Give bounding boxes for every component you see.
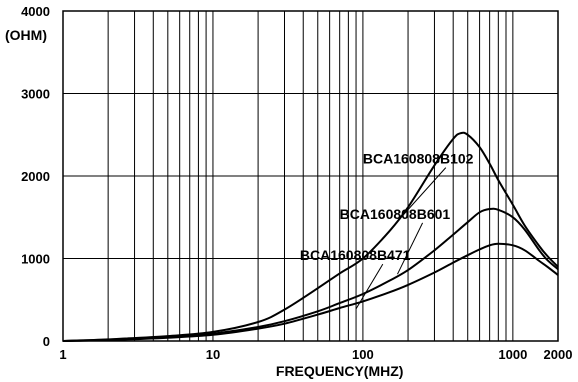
y-tick-label: 4000 bbox=[21, 4, 50, 19]
x-axis-label: FREQUENCY(MHZ) bbox=[276, 363, 404, 379]
y-axis-label: (OHM) bbox=[5, 27, 47, 43]
x-tick-label: 10 bbox=[206, 347, 220, 362]
y-tick-label: 2000 bbox=[21, 169, 50, 184]
series-line bbox=[62, 242, 559, 342]
series-annotation-label: BCA160808B601 bbox=[340, 206, 451, 222]
series-annotation-label: BCA160808B471 bbox=[300, 247, 411, 263]
y-tick-label: 3000 bbox=[21, 87, 50, 102]
series-line bbox=[62, 207, 559, 342]
series-line bbox=[62, 131, 559, 342]
grid bbox=[63, 11, 558, 341]
y-tick-label: 1000 bbox=[21, 252, 50, 267]
x-tick-label: 1 bbox=[59, 347, 66, 362]
y-tick-label: 0 bbox=[43, 334, 50, 349]
annotation-leader-line bbox=[355, 263, 384, 310]
tick-labels: 0 1000 2000 3000 4000 1 10 100 1000 2000 bbox=[21, 4, 572, 362]
x-tick-label: 1000 bbox=[498, 347, 527, 362]
series-layer bbox=[62, 131, 559, 342]
annotation-leader-line bbox=[400, 167, 447, 218]
x-tick-label: 100 bbox=[352, 347, 374, 362]
plot-frame bbox=[62, 10, 559, 342]
annotations: BCA160808B102 BCA160808B601 BCA160808B471 bbox=[300, 151, 474, 310]
series-annotation-label: BCA160808B102 bbox=[363, 151, 474, 167]
x-tick-label: 2000 bbox=[544, 347, 573, 362]
annotation-leader-line bbox=[397, 222, 424, 275]
